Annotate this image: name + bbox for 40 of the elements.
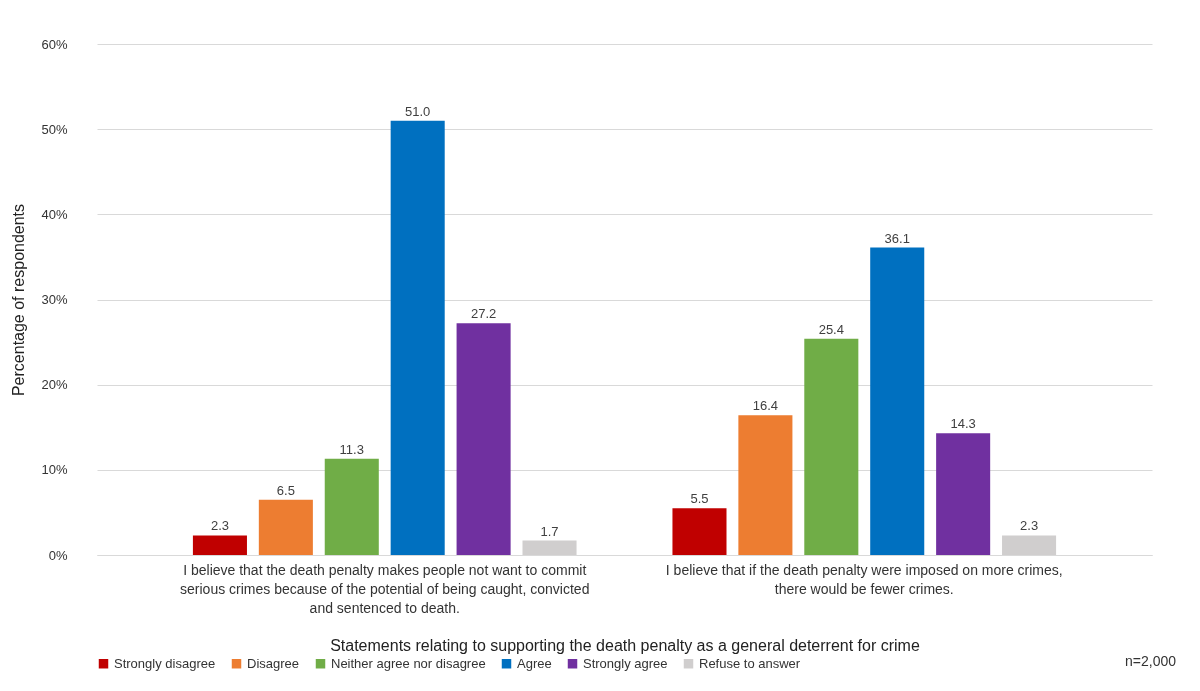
data-label: 51.0 bbox=[405, 103, 431, 119]
bar bbox=[258, 499, 313, 555]
legend-label: Strongly agree bbox=[583, 655, 668, 671]
legend-label: Refuse to answer bbox=[699, 655, 801, 671]
x-axis-title: Statements relating to supporting the death penalty as a general deterrent for crime bbox=[330, 636, 920, 654]
bar bbox=[870, 247, 925, 555]
legend-label: Neither agree nor disagree bbox=[331, 655, 486, 671]
bar bbox=[738, 415, 793, 555]
x-tick-label: I believe that the death penalty makes people not want to commit serious crimes because of the potential of being caught, convicted and sentenced to death. bbox=[180, 561, 590, 616]
x-tick-label: I believe that if the death penalty were imposed on more crimes, there would be fewer crimes. bbox=[665, 561, 1063, 597]
data-label: 6.5 bbox=[276, 482, 295, 498]
data-label: 2.3 bbox=[210, 518, 229, 534]
data-label: 14.3 bbox=[950, 416, 976, 432]
y-tick-label: 20% bbox=[41, 377, 68, 393]
y-tick-label: 40% bbox=[41, 206, 68, 222]
legend-label: Agree bbox=[517, 655, 552, 671]
bar bbox=[672, 508, 727, 555]
y-axis-title: Percentage of respondents bbox=[10, 203, 28, 397]
data-label: 11.3 bbox=[339, 441, 364, 457]
legend-label: Strongly disagree bbox=[114, 655, 216, 671]
bar bbox=[192, 535, 247, 555]
bar bbox=[390, 120, 445, 555]
legend-label: Disagree bbox=[247, 655, 300, 671]
bar bbox=[456, 323, 511, 555]
data-label: 1.7 bbox=[540, 523, 559, 539]
bar bbox=[804, 338, 859, 555]
data-label: 25.4 bbox=[818, 321, 844, 337]
y-tick-label: 10% bbox=[41, 462, 68, 478]
y-tick-label: 60% bbox=[41, 36, 68, 52]
data-label: 16.4 bbox=[752, 398, 779, 414]
y-tick-label: 50% bbox=[41, 121, 68, 137]
y-tick-label: 30% bbox=[41, 292, 68, 307]
bar bbox=[324, 458, 379, 555]
data-label: 5.5 bbox=[690, 491, 709, 507]
text: n=2,000 bbox=[1125, 653, 1176, 669]
data-label: 36.1 bbox=[884, 230, 910, 246]
data-label: 27.2 bbox=[470, 306, 497, 322]
bar bbox=[936, 433, 991, 555]
y-tick-label: 0% bbox=[48, 547, 68, 563]
data-label: 2.3 bbox=[1020, 518, 1039, 534]
